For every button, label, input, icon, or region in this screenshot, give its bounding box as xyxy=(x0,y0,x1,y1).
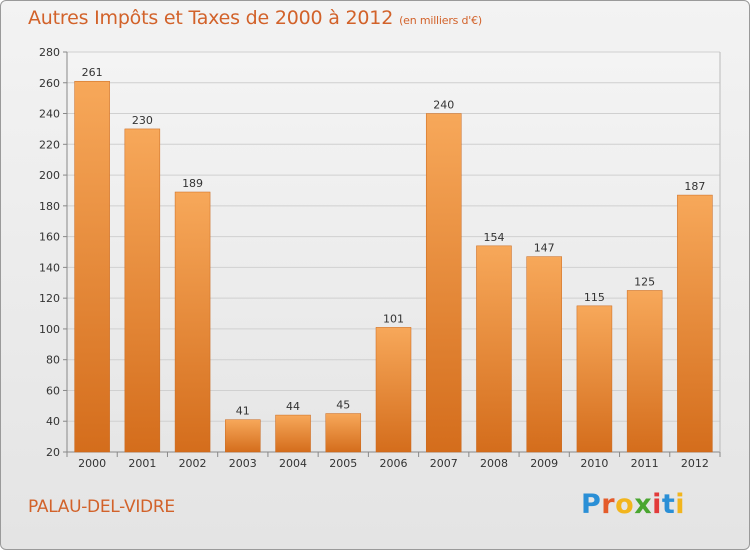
logo-letter: r xyxy=(601,489,616,520)
y-tick-label: 160 xyxy=(39,231,60,244)
x-tick-label: 2010 xyxy=(580,457,608,470)
y-tick-label: 220 xyxy=(39,138,60,151)
chart-unit-label: (en milliers d'€) xyxy=(399,14,482,27)
x-axis-ticks: 2000 2001 2002 2003 2004 2005 2006 2007 2008 2009… xyxy=(66,452,721,470)
x-tick-label: 2005 xyxy=(329,457,357,470)
y-tick-label: 100 xyxy=(39,323,60,336)
data-label: 154 xyxy=(483,231,504,244)
y-tick-label: 200 xyxy=(39,169,60,182)
bar xyxy=(626,290,663,453)
x-tick-label: 2009 xyxy=(530,457,558,470)
x-tick-label: 2004 xyxy=(279,457,307,470)
data-label: 187 xyxy=(684,180,705,193)
data-label: 189 xyxy=(182,177,203,190)
logo-letter: o xyxy=(615,489,635,520)
bar xyxy=(677,194,713,453)
bar xyxy=(325,413,362,453)
logo-letter: t xyxy=(661,489,676,520)
y-tick-label: 260 xyxy=(39,77,60,90)
bar xyxy=(74,80,110,453)
data-label: 45 xyxy=(336,399,350,412)
data-label: 240 xyxy=(433,99,454,112)
data-label: 230 xyxy=(132,114,153,127)
data-label: 44 xyxy=(286,400,300,413)
y-tick-label: 140 xyxy=(39,261,60,274)
x-tick-label: 2012 xyxy=(681,457,709,470)
chart-title-text: Autres Impôts et Taxes de 2000 à 2012 xyxy=(28,7,394,29)
bar xyxy=(425,113,462,453)
bar xyxy=(174,191,211,453)
y-tick-label: 120 xyxy=(39,292,60,305)
bar xyxy=(476,245,512,453)
data-label: 101 xyxy=(383,312,404,325)
x-tick-label: 2011 xyxy=(631,457,659,470)
bar xyxy=(526,256,562,453)
data-label: 115 xyxy=(584,291,605,304)
y-tick-label: 280 xyxy=(39,46,60,59)
data-label: 125 xyxy=(634,275,655,288)
x-tick-label: 2008 xyxy=(480,457,508,470)
x-tick-label: 2006 xyxy=(380,457,408,470)
y-tick-label: 20 xyxy=(46,446,60,459)
x-tick-label: 2001 xyxy=(128,457,156,470)
data-label: 41 xyxy=(236,405,250,418)
data-label: 261 xyxy=(82,66,103,79)
bar xyxy=(275,414,311,453)
x-tick-label: 2002 xyxy=(179,457,207,470)
data-label: 147 xyxy=(534,242,555,255)
bar xyxy=(576,305,613,453)
logo-letter: i xyxy=(652,489,662,520)
logo-letter: P xyxy=(581,489,602,520)
bars xyxy=(74,80,713,453)
location-name: PALAU-DEL-VIDRE xyxy=(28,497,175,517)
chart-title: Autres Impôts et Taxes de 2000 à 2012 (en… xyxy=(28,7,482,29)
y-tick-label: 240 xyxy=(39,108,60,121)
logo-letter: i xyxy=(675,489,686,520)
bar xyxy=(375,327,412,453)
bar xyxy=(225,419,261,453)
x-tick-label: 2000 xyxy=(78,457,106,470)
y-tick-label: 180 xyxy=(39,200,60,213)
x-tick-label: 2007 xyxy=(430,457,458,470)
proxiti-logo: Proxiti xyxy=(581,489,685,520)
y-tick-label: 40 xyxy=(46,415,60,428)
y-tick-label: 80 xyxy=(46,354,60,367)
logo-letter: x xyxy=(634,489,653,520)
y-tick-label: 60 xyxy=(46,384,60,397)
bar xyxy=(124,128,161,453)
value-labels: 261 230 189 41 44 45 101 240 154 147 115 125 187 xyxy=(82,66,706,417)
x-tick-label: 2003 xyxy=(229,457,257,470)
